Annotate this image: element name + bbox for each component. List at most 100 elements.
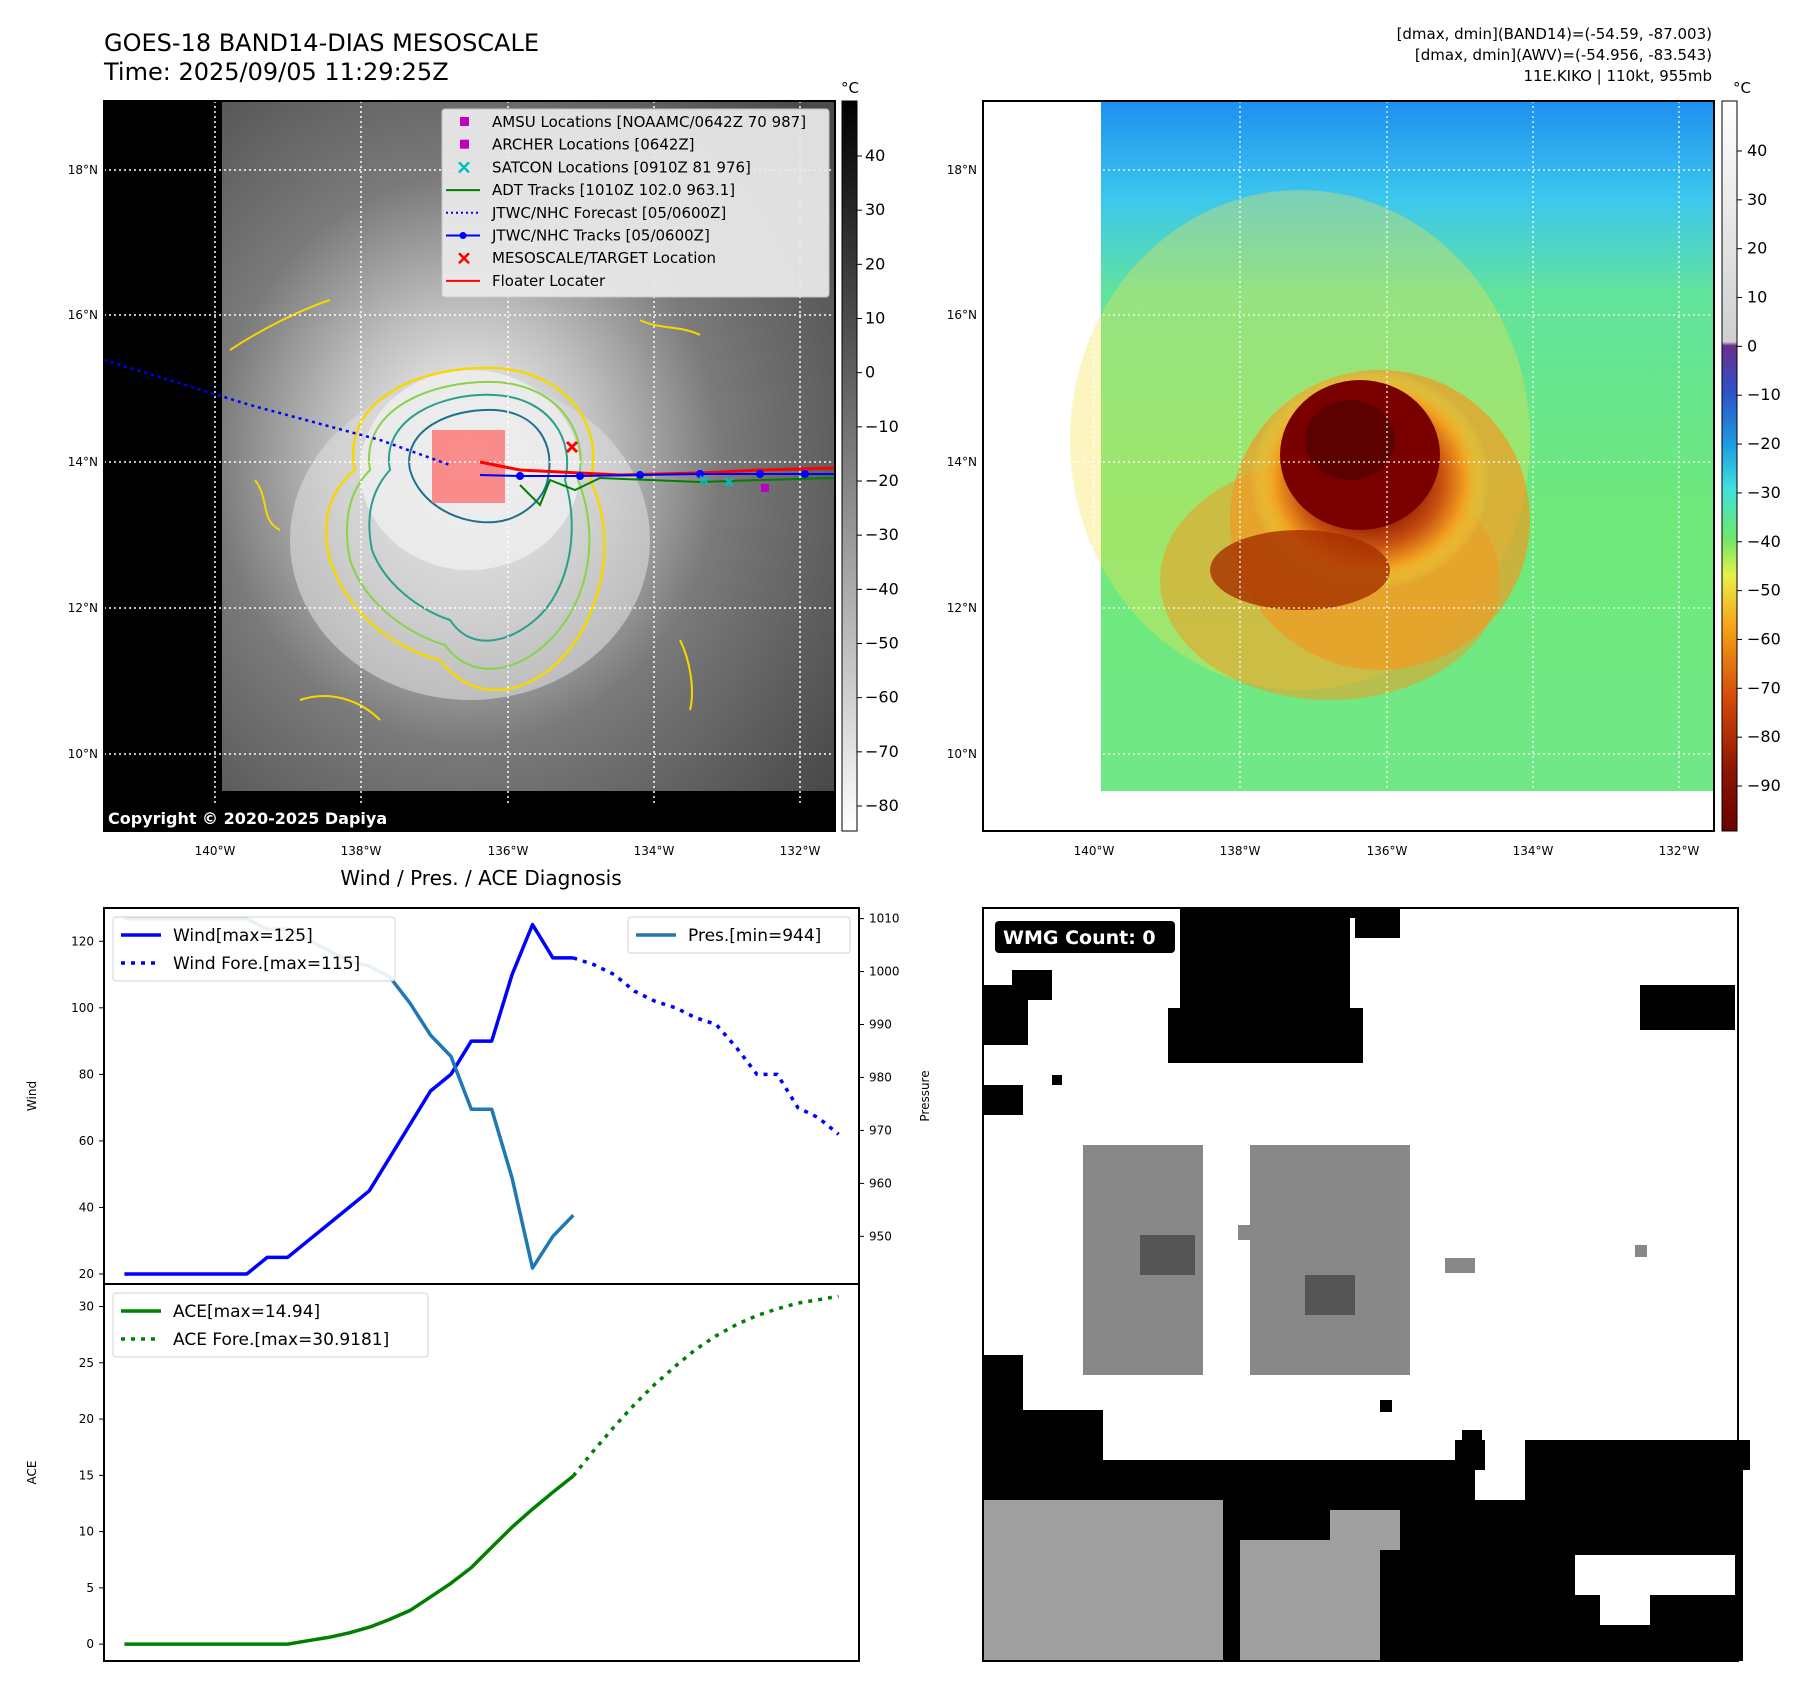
wmg-cell xyxy=(1180,908,1350,1008)
y-tick-label: 5 xyxy=(86,1581,94,1595)
colorbar-tick-label: −10 xyxy=(865,417,899,436)
y2-tick-label: 970 xyxy=(869,1123,892,1137)
mesoscale-target-box xyxy=(432,430,505,503)
colorbar-tick-label: −60 xyxy=(865,688,899,707)
legend-label: Pres.[min=944] xyxy=(688,926,821,946)
y-tick-label: 15 xyxy=(79,1468,94,1482)
wmg-cell xyxy=(1240,1540,1380,1661)
lat-label: 12°N xyxy=(68,601,98,615)
y-tick-label: 60 xyxy=(79,1134,94,1148)
wmg-cell xyxy=(1012,970,1052,1000)
colorbar-tick-label: −30 xyxy=(865,525,899,544)
lat-label: 18°N xyxy=(947,163,977,177)
y-axis-label: ACE xyxy=(25,1461,39,1485)
wmg-cell xyxy=(1640,985,1735,1030)
y-tick-label: 80 xyxy=(79,1067,94,1081)
jtwc-forecast-track xyxy=(104,358,451,467)
wmg-cell xyxy=(1238,1225,1258,1240)
colorbar-tick-label: −10 xyxy=(1747,385,1781,404)
legend-entry: AMSU Locations [NOAAMC/0642Z 70 987] xyxy=(460,113,806,131)
wmg-cell xyxy=(1462,1430,1482,1445)
wmg-panel: WMG Count: 0 xyxy=(982,907,1750,1662)
y-tick-label: 10 xyxy=(79,1525,94,1539)
colorbar-tick-label: 10 xyxy=(1747,288,1767,307)
wmg-cell xyxy=(1355,908,1400,938)
amsu-marker xyxy=(761,484,769,492)
copyright: Copyright © 2020-2025 Dapiya xyxy=(108,809,387,828)
colorbar-tick-label: 30 xyxy=(865,200,885,219)
series-line xyxy=(124,922,574,1276)
legend-label: ACE Fore.[max=30.9181] xyxy=(173,1330,389,1350)
target-x-marker xyxy=(565,440,579,454)
colorbar-tick-label: 20 xyxy=(865,254,885,273)
colorbar-tick-label: −20 xyxy=(865,471,899,490)
legend-label: MESOSCALE/TARGET Location xyxy=(492,249,716,267)
diagnosis-title: Wind / Pres. / ACE Diagnosis xyxy=(340,866,621,890)
lat-label: 10°N xyxy=(68,747,98,761)
legend-entry: JTWC/NHC Forecast [05/0600Z] xyxy=(446,204,726,222)
legend-label: ARCHER Locations [0642Z] xyxy=(492,136,695,154)
color-colorbar-unit: °C xyxy=(1733,79,1751,97)
lat-label: 16°N xyxy=(68,308,98,322)
y2-tick-label: 1000 xyxy=(869,965,900,979)
ace-chart: 0 5 10 15 20 25 30 ACE ACE[max=14.94] ACE Fore.[m… xyxy=(25,1283,860,1662)
figure-time: Time: 2025/09/05 11:29:25Z xyxy=(103,58,449,86)
lat-label: 12°N xyxy=(947,601,977,615)
legend-label: Wind[max=125] xyxy=(173,926,313,946)
wmg-cell xyxy=(1380,1400,1392,1412)
colorbar-tick-label: −80 xyxy=(1747,727,1781,746)
y-tick-label: 25 xyxy=(79,1356,94,1370)
wmg-cell xyxy=(1445,1258,1475,1273)
colorbar-tick-label: −50 xyxy=(1747,581,1781,600)
colorbar-tick-label: −40 xyxy=(865,579,899,598)
ir-lon-labels: 140°W 138°W 136°W 134°W 132°W xyxy=(195,844,821,858)
legend-label: ACE[max=14.94] xyxy=(173,1302,320,1322)
wmg-cell xyxy=(983,1085,1023,1115)
y-tick-label: 40 xyxy=(79,1200,94,1214)
wmg-cell xyxy=(1575,1555,1735,1595)
colorbar-tick-label: −80 xyxy=(865,796,899,815)
legend-entry: Floater Locater xyxy=(446,272,606,290)
info-awv: [dmax, dmin](AWV)=(-54.956, -83.543) xyxy=(1415,46,1712,64)
y-axis-label: Wind xyxy=(25,1081,39,1111)
y2-tick-label: 960 xyxy=(869,1176,892,1190)
colorbar-tick-label: 40 xyxy=(1747,141,1767,160)
lon-label: 132°W xyxy=(1659,844,1700,858)
colorbar-tick-label: 10 xyxy=(865,309,885,328)
y-tick-label: 20 xyxy=(79,1267,94,1281)
y-tick-label: 120 xyxy=(71,934,94,948)
gray-colorbar-unit: °C xyxy=(841,79,859,97)
colorbar-tick-label: −70 xyxy=(865,742,899,761)
lon-label: 136°W xyxy=(1367,844,1408,858)
legend-label: JTWC/NHC Tracks [05/0600Z] xyxy=(491,227,710,245)
wmg-cell xyxy=(1635,1245,1647,1257)
lon-label: 134°W xyxy=(634,844,675,858)
y2-tick-label: 1010 xyxy=(869,912,900,926)
jtwc-track-points xyxy=(516,470,809,480)
info-storm: 11E.KIKO | 110kt, 955mb xyxy=(1523,67,1712,85)
legend-marker xyxy=(458,252,470,265)
y-tick-label: 0 xyxy=(86,1637,94,1651)
chart-legend xyxy=(627,916,851,954)
lat-label: 18°N xyxy=(68,163,98,177)
legend-marker xyxy=(460,117,469,126)
y2-tick-label: 980 xyxy=(869,1070,892,1084)
wmg-cell xyxy=(983,1500,1223,1661)
legend-entry: ADT Tracks [1010Z 102.0 963.1] xyxy=(446,181,735,199)
wmg-cell xyxy=(1168,1008,1363,1063)
y2-tick-label: 990 xyxy=(869,1018,892,1032)
satcon-markers xyxy=(699,475,734,487)
wmg-count-label: WMG Count: 0 xyxy=(1003,927,1156,949)
series-line xyxy=(124,1474,575,1646)
legend-marker xyxy=(458,161,470,174)
chart-legend xyxy=(112,1292,429,1358)
lon-label: 138°W xyxy=(1220,844,1261,858)
colorbar-tick-label: −50 xyxy=(865,634,899,653)
legend-label: SATCON Locations [0910Z 81 976] xyxy=(492,158,751,176)
colorbar-tick-label: 20 xyxy=(1747,239,1767,258)
color-lon-labels: 140°W 138°W 136°W 134°W 132°W xyxy=(1074,844,1700,858)
wmg-cell xyxy=(1052,1075,1062,1085)
legend-entry: ARCHER Locations [0642Z] xyxy=(460,136,695,154)
legend-entry: SATCON Locations [0910Z 81 976] xyxy=(458,158,751,176)
